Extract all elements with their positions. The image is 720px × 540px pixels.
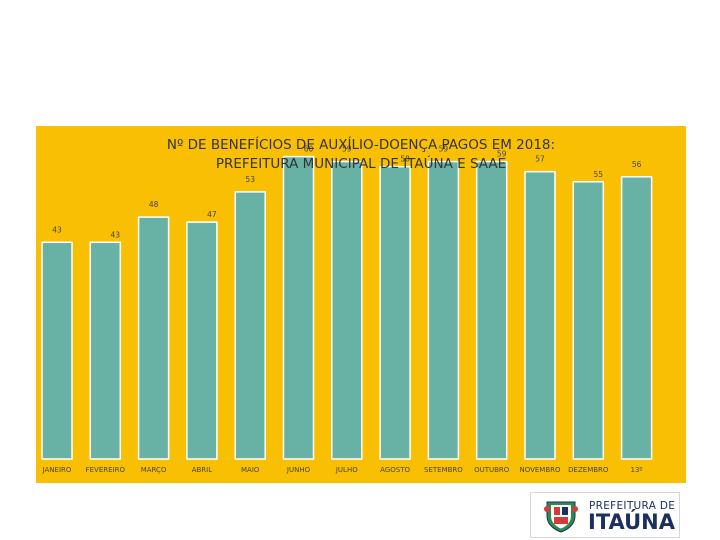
category-label: DEZEMBRO <box>568 466 609 474</box>
bar-outubro <box>475 160 508 460</box>
prefeitura-logo: PREFEITURA DE ITAÚNA <box>530 492 680 538</box>
bar-13º <box>620 176 653 460</box>
category-label: JULHO <box>335 466 358 474</box>
category-label: AGOSTO <box>380 466 410 474</box>
bar-fevereiro <box>89 241 122 460</box>
logo-text-line2: ITAÚNA <box>588 510 675 534</box>
logo-text-line1: PREFEITURA DE <box>589 500 676 512</box>
category-label: ABRIL <box>192 466 213 474</box>
category-label: MAIO <box>241 466 260 474</box>
category-label: JUNHO <box>286 466 311 474</box>
category-label: NOVEMBRO <box>519 466 561 474</box>
data-label: 56 <box>632 160 642 169</box>
bar-junho <box>282 155 315 460</box>
chart-title: Nº DE BENEFÍCIOS DE AUXÍLIO-DOENÇA PAGOS… <box>36 136 686 174</box>
data-label: 60 <box>304 145 314 154</box>
bar-março <box>137 216 170 460</box>
data-label: 57 <box>535 155 545 164</box>
category-label: JANEIRO <box>42 466 72 474</box>
bar-julho <box>331 160 363 460</box>
bar-novembro <box>524 170 556 460</box>
category-label: FEVEREIRO <box>86 466 126 474</box>
data-label: 58 <box>400 155 410 164</box>
chart-title-line2: PREFEITURA MUNICIPAL DE ITAÚNA E SAAE <box>215 156 507 172</box>
bar-setembro <box>427 160 460 460</box>
bar-janeiro <box>41 241 73 460</box>
data-label: 47 <box>207 210 217 219</box>
data-label: 53 <box>245 175 255 184</box>
bar-agosto <box>379 165 411 460</box>
data-label: 48 <box>149 200 159 209</box>
data-label: 43 <box>111 230 121 239</box>
data-label: 59 <box>342 145 352 154</box>
category-label: SETEMBRO <box>424 466 463 474</box>
bar-abril <box>186 221 218 460</box>
data-label: 43 <box>52 225 62 234</box>
city-crest-icon <box>544 501 578 533</box>
chart-panel: 43 JANEIRO 43 FEVEREIRO 48 MARÇO 47 ABRIL 53 MAIO… <box>36 126 686 483</box>
category-label: MARÇO <box>141 466 167 474</box>
data-label: 55 <box>594 170 604 179</box>
data-label: 59 <box>439 145 449 154</box>
bar-chart: 43 JANEIRO 43 FEVEREIRO 48 MARÇO 47 ABRIL 53 MAIO… <box>41 145 653 474</box>
data-label: 59 <box>497 150 507 159</box>
chart-title-line1: Nº DE BENEFÍCIOS DE AUXÍLIO-DOENÇA PAGOS… <box>166 137 556 153</box>
bar-maio <box>234 191 266 460</box>
category-label: OUTUBRO <box>474 466 510 474</box>
category-label: 13º <box>630 466 642 474</box>
bar-dezembro <box>572 181 605 460</box>
